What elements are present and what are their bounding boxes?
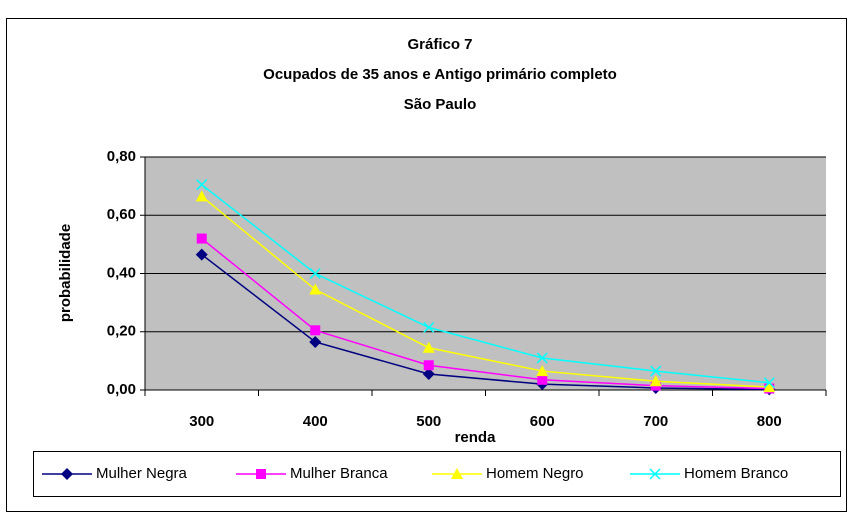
marker [309,335,322,348]
marker [195,190,208,202]
y-tick-label: 0,40 [107,264,136,281]
marker [422,341,435,353]
series-line [201,184,770,384]
legend-label: Homem Branco [684,465,788,482]
marker [196,233,207,244]
chart-title: Gráfico 7 [407,36,472,53]
marker [196,179,208,191]
legend-label: Mulher Branca [290,465,388,482]
x-tick-label: 600 [530,413,555,430]
x-tick-label: 300 [189,413,214,430]
marker [309,283,322,295]
marker [422,367,435,380]
marker [763,381,776,393]
series-line [201,253,770,391]
marker [310,325,321,336]
series-line [201,237,770,390]
y-tick-label: 0,80 [107,148,136,165]
marker [536,365,549,377]
marker [423,360,434,371]
marker [537,374,548,385]
x-tick-label: 800 [757,413,782,430]
marker [423,321,435,333]
marker [763,377,775,389]
x-tick-label: 400 [303,413,328,430]
y-tick-label: 0,00 [107,381,136,398]
marker [309,267,321,280]
marker [451,468,463,479]
chart-subtitle: São Paulo [404,96,477,113]
marker [650,365,662,377]
y-axis-label: probabilidade [57,224,74,322]
legend-label: Homem Negro [486,465,584,482]
y-tick-label: 0,20 [107,323,136,340]
x-tick-label: 500 [416,413,441,430]
marker [536,352,548,364]
legend-label: Mulher Negra [96,465,188,482]
marker [649,375,662,387]
marker [195,248,208,261]
marker [256,469,266,479]
y-tick-label: 0,60 [107,206,136,223]
series-line [201,195,770,388]
x-tick-label: 700 [643,413,668,430]
marker [61,468,73,480]
x-axis-label: renda [455,429,497,446]
chart-subtitle: Ocupados de 35 anos e Antigo primário co… [263,66,617,83]
marker [649,468,661,480]
